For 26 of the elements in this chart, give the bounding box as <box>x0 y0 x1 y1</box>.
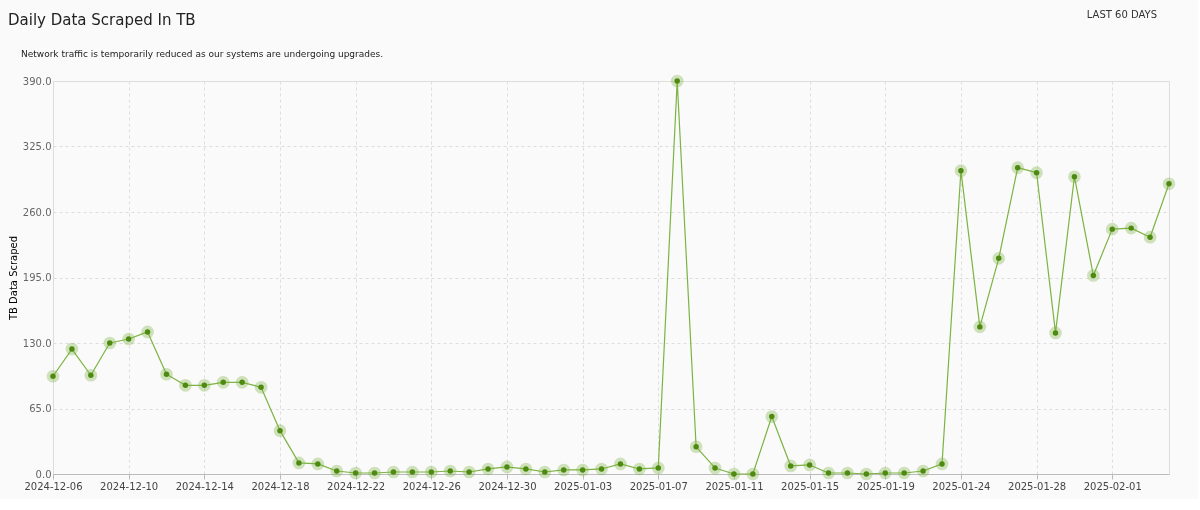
y-tick-label: 325.0 <box>22 141 52 152</box>
y-tick-label: 390.0 <box>22 75 52 87</box>
y-axis-title: TB Data Scraped <box>7 235 19 322</box>
x-tick-label: 2025-01-19 <box>856 480 915 492</box>
x-tick-label: 2025-02-01 <box>1083 480 1142 492</box>
x-tick-label: 2024-12-10 <box>100 480 159 492</box>
y-tick-label: 130.0 <box>22 337 52 349</box>
x-tick-label: 2025-01-15 <box>781 480 840 492</box>
y-tick-label: 0.0 <box>35 468 52 480</box>
x-tick-label: 2025-01-24 <box>932 480 991 492</box>
x-tick-label: 2024-12-26 <box>402 480 461 492</box>
x-tick-label: 2024-12-30 <box>478 480 537 492</box>
chart-title: Daily Data Scraped In TB <box>8 11 196 29</box>
x-tick-label: 2024-12-14 <box>175 480 234 492</box>
text: LAST 60 DAYS <box>1086 9 1157 20</box>
y-tick-label: 65.0 <box>29 403 52 414</box>
y-tick-label: 195.0 <box>22 272 52 283</box>
x-tick-label: 2025-01-07 <box>629 480 688 492</box>
y-tick-label: 260.0 <box>22 206 52 218</box>
x-tick-label: 2025-01-11 <box>705 480 764 492</box>
text: Network traffic is temporarily reduced as our systems are undergoing upgrades. <box>21 49 384 59</box>
x-tick-label: 2025-01-28 <box>1008 480 1067 492</box>
x-tick-label: 2024-12-18 <box>251 480 310 492</box>
x-tick-label: 2025-01-03 <box>554 480 613 492</box>
x-tick-label: 2024-12-06 <box>24 480 83 492</box>
x-tick-label: 2024-12-22 <box>327 480 386 492</box>
